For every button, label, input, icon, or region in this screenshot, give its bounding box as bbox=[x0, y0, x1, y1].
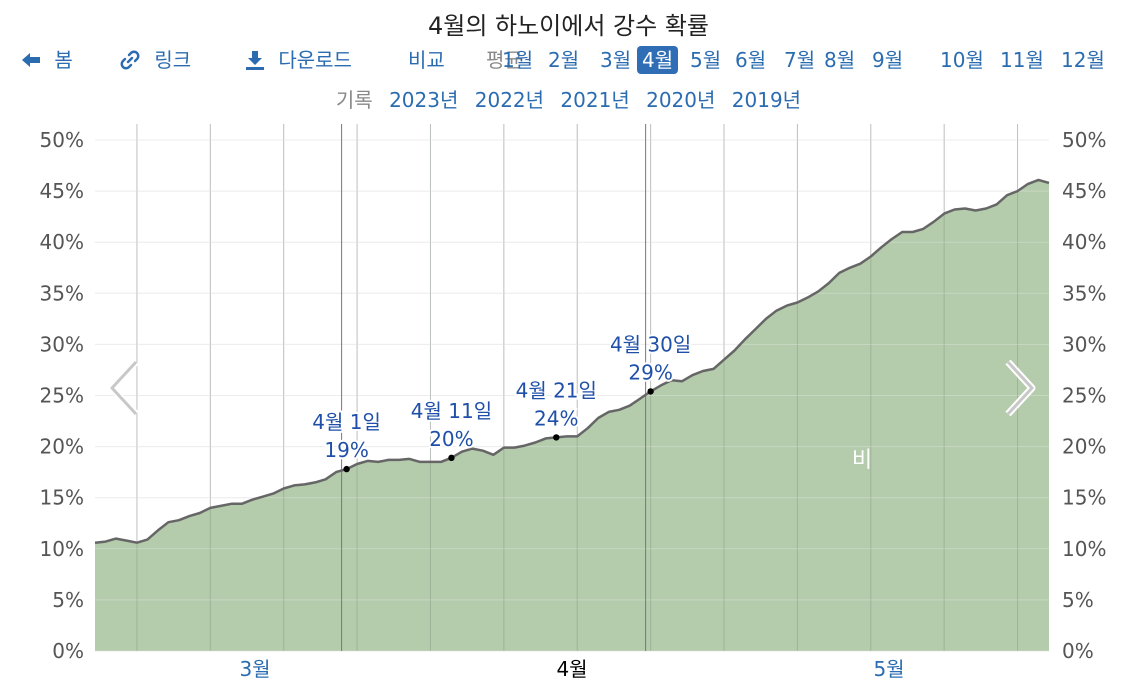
y-tick-label-left: 10% bbox=[40, 537, 84, 561]
annotation-point bbox=[647, 388, 654, 395]
annotation-date: 4월 30일 bbox=[610, 332, 691, 356]
annotation-point bbox=[448, 454, 455, 462]
y-tick-label-left: 15% bbox=[40, 486, 84, 510]
y-tick-label-right: 5% bbox=[1062, 588, 1094, 612]
month-link-9[interactable]: 9월 bbox=[872, 48, 904, 72]
y-tick-label-right: 45% bbox=[1062, 179, 1106, 203]
series-label: 비 bbox=[852, 448, 872, 473]
history-bar: 기록 2023년 2022년 2021년 2020년 2019년 bbox=[0, 84, 1137, 113]
average-label: 평균 bbox=[486, 48, 523, 72]
month-link-3[interactable]: 3월 bbox=[600, 48, 632, 72]
back-link-label: 봄 bbox=[54, 48, 73, 72]
month-link-7[interactable]: 7월 bbox=[784, 48, 816, 72]
year-link-2022[interactable]: 2022년 bbox=[474, 88, 545, 112]
y-tick-label-right: 0% bbox=[1062, 639, 1094, 663]
year-link-2020[interactable]: 2020년 bbox=[646, 88, 716, 112]
y-tick-label-right: 35% bbox=[1062, 281, 1106, 305]
chevron-right-icon[interactable] bbox=[1000, 358, 1040, 418]
annotation-value: 20% bbox=[429, 427, 473, 451]
month-link-1[interactable]: 1월 bbox=[502, 48, 534, 72]
link-icon bbox=[120, 50, 140, 70]
x-month-label: 5월 bbox=[873, 657, 904, 681]
year-link-2019[interactable]: 2019년 bbox=[731, 88, 802, 112]
y-tick-label-left: 40% bbox=[40, 230, 84, 254]
month-link-2[interactable]: 2월 bbox=[548, 48, 580, 72]
annotation-point bbox=[553, 434, 560, 441]
y-tick-label-left: 5% bbox=[52, 588, 84, 612]
month-link-12[interactable]: 12월 bbox=[1061, 48, 1105, 72]
y-tick-label-left: 25% bbox=[40, 384, 84, 408]
y-tick-label-right: 40% bbox=[1062, 230, 1106, 254]
download-button-label: 다운로드 bbox=[278, 48, 352, 72]
annotation-date: 4월 21일 bbox=[516, 378, 597, 402]
month-link-11[interactable]: 11월 bbox=[1000, 48, 1044, 72]
link-button[interactable]: 링크 bbox=[120, 46, 191, 74]
y-tick-label-left: 50% bbox=[40, 128, 84, 152]
download-icon bbox=[246, 51, 264, 70]
annotation-point bbox=[343, 465, 350, 473]
x-month-label: 4월 bbox=[556, 657, 587, 681]
annotation-date: 4월 1일 bbox=[312, 410, 381, 434]
y-tick-label-right: 25% bbox=[1062, 384, 1106, 408]
y-tick-label-right: 15% bbox=[1062, 486, 1106, 510]
month-link-5[interactable]: 5월 bbox=[690, 48, 722, 72]
y-tick-label-right: 20% bbox=[1062, 435, 1106, 459]
year-link-2021[interactable]: 2021년 bbox=[560, 88, 630, 112]
back-link[interactable]: 봄 bbox=[20, 46, 73, 74]
chevron-left-icon[interactable] bbox=[104, 358, 144, 418]
x-month-label: 3월 bbox=[239, 657, 270, 681]
month-link-4[interactable]: 4월 bbox=[637, 46, 679, 74]
page-title: 4월의 하노이에서 강수 확률 bbox=[427, 12, 710, 40]
annotation-value: 29% bbox=[628, 360, 672, 384]
precipitation-area bbox=[95, 179, 1049, 651]
month-link-10[interactable]: 10월 bbox=[940, 48, 984, 72]
y-tick-label-right: 30% bbox=[1062, 332, 1106, 356]
annotation-value: 19% bbox=[324, 438, 368, 462]
y-tick-label-left: 20% bbox=[40, 435, 84, 459]
compare-link[interactable]: 비교 bbox=[408, 48, 445, 72]
precipitation-line bbox=[94, 178, 1050, 544]
y-tick-label-right: 50% bbox=[1062, 128, 1106, 152]
y-tick-label-left: 0% bbox=[52, 639, 84, 663]
y-tick-label-left: 30% bbox=[40, 332, 84, 356]
month-link-6[interactable]: 6월 bbox=[735, 48, 767, 72]
history-label: 기록 bbox=[335, 88, 373, 112]
annotation-value: 24% bbox=[534, 406, 578, 430]
download-button[interactable]: 다운로드 bbox=[244, 46, 352, 74]
y-tick-label-left: 35% bbox=[40, 281, 84, 305]
annotation-date: 4월 11일 bbox=[411, 399, 492, 423]
arrow-left-icon bbox=[22, 53, 40, 67]
y-tick-label-right: 10% bbox=[1062, 537, 1106, 561]
y-tick-label-left: 45% bbox=[40, 179, 84, 203]
month-link-8[interactable]: 8월 bbox=[824, 48, 856, 72]
year-link-2023[interactable]: 2023년 bbox=[389, 88, 459, 112]
navigation-bar: 봄 링크 다운로드 비교 평균 1월 2월 3월 4월 5월 6월 7월 8월 9월 10월 11월… bbox=[20, 46, 1117, 76]
link-button-label: 링크 bbox=[154, 48, 192, 72]
